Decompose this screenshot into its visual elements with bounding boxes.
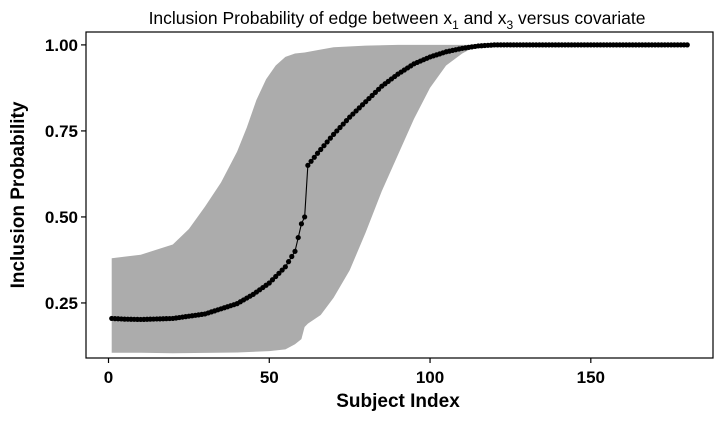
- data-point: [684, 42, 690, 48]
- data-point: [276, 270, 282, 276]
- x-tick-label: 0: [104, 368, 113, 387]
- data-point: [353, 108, 359, 114]
- data-point: [282, 264, 288, 270]
- data-point: [347, 114, 353, 120]
- plot-area: [109, 42, 690, 354]
- title-part: versus covariate: [513, 8, 645, 28]
- data-point: [314, 150, 321, 156]
- data-point: [289, 253, 295, 260]
- y-tick-label: 0.75: [45, 122, 78, 141]
- data-point: [359, 102, 366, 108]
- y-axis: 0.25 0.50 0.75 1.00: [45, 36, 86, 313]
- data-point: [369, 92, 375, 99]
- data-point: [279, 267, 285, 273]
- data-point: [340, 121, 346, 127]
- data-point: [334, 128, 340, 134]
- x-tick-label: 50: [260, 368, 279, 387]
- x-axis-title: Subject Index: [336, 391, 460, 412]
- title-subscript: 3: [506, 18, 513, 32]
- data-point: [269, 277, 276, 283]
- data-point: [292, 248, 298, 254]
- data-point: [363, 99, 369, 105]
- chart-title: Inclusion Probability of edge between x1…: [149, 8, 646, 32]
- data-point: [273, 273, 279, 280]
- data-point: [321, 143, 327, 149]
- x-tick-label: 100: [416, 368, 444, 387]
- y-axis-title: Inclusion Probability: [8, 101, 29, 288]
- data-point: [285, 259, 292, 265]
- data-point: [298, 221, 305, 227]
- plot-border: [85, 31, 714, 359]
- y-tick-label: 0.50: [45, 208, 78, 227]
- data-point: [350, 111, 356, 117]
- title-subscript: 1: [452, 18, 459, 32]
- data-point: [308, 158, 314, 164]
- data-point: [311, 154, 317, 160]
- data-point: [302, 214, 308, 220]
- credible-band: [111, 44, 479, 354]
- data-point: [266, 280, 272, 286]
- data-point: [366, 95, 372, 102]
- data-point: [337, 124, 343, 131]
- x-axis: 0 50 100 150: [104, 358, 605, 387]
- data-point: [318, 146, 324, 153]
- data-point: [330, 131, 337, 137]
- data-point: [376, 86, 382, 92]
- x-tick-label: 150: [577, 368, 605, 387]
- title-part: and x: [459, 8, 507, 28]
- series-points: [109, 42, 690, 323]
- data-point: [356, 105, 362, 111]
- data-point: [327, 135, 333, 141]
- data-point: [324, 139, 330, 145]
- title-part: Inclusion Probability of edge between x: [149, 8, 453, 28]
- data-point: [343, 118, 350, 124]
- y-tick-label: 0.25: [45, 294, 78, 313]
- data-point: [305, 162, 311, 168]
- data-point: [295, 234, 301, 241]
- data-point: [372, 89, 378, 95]
- y-tick-label: 1.00: [45, 36, 78, 55]
